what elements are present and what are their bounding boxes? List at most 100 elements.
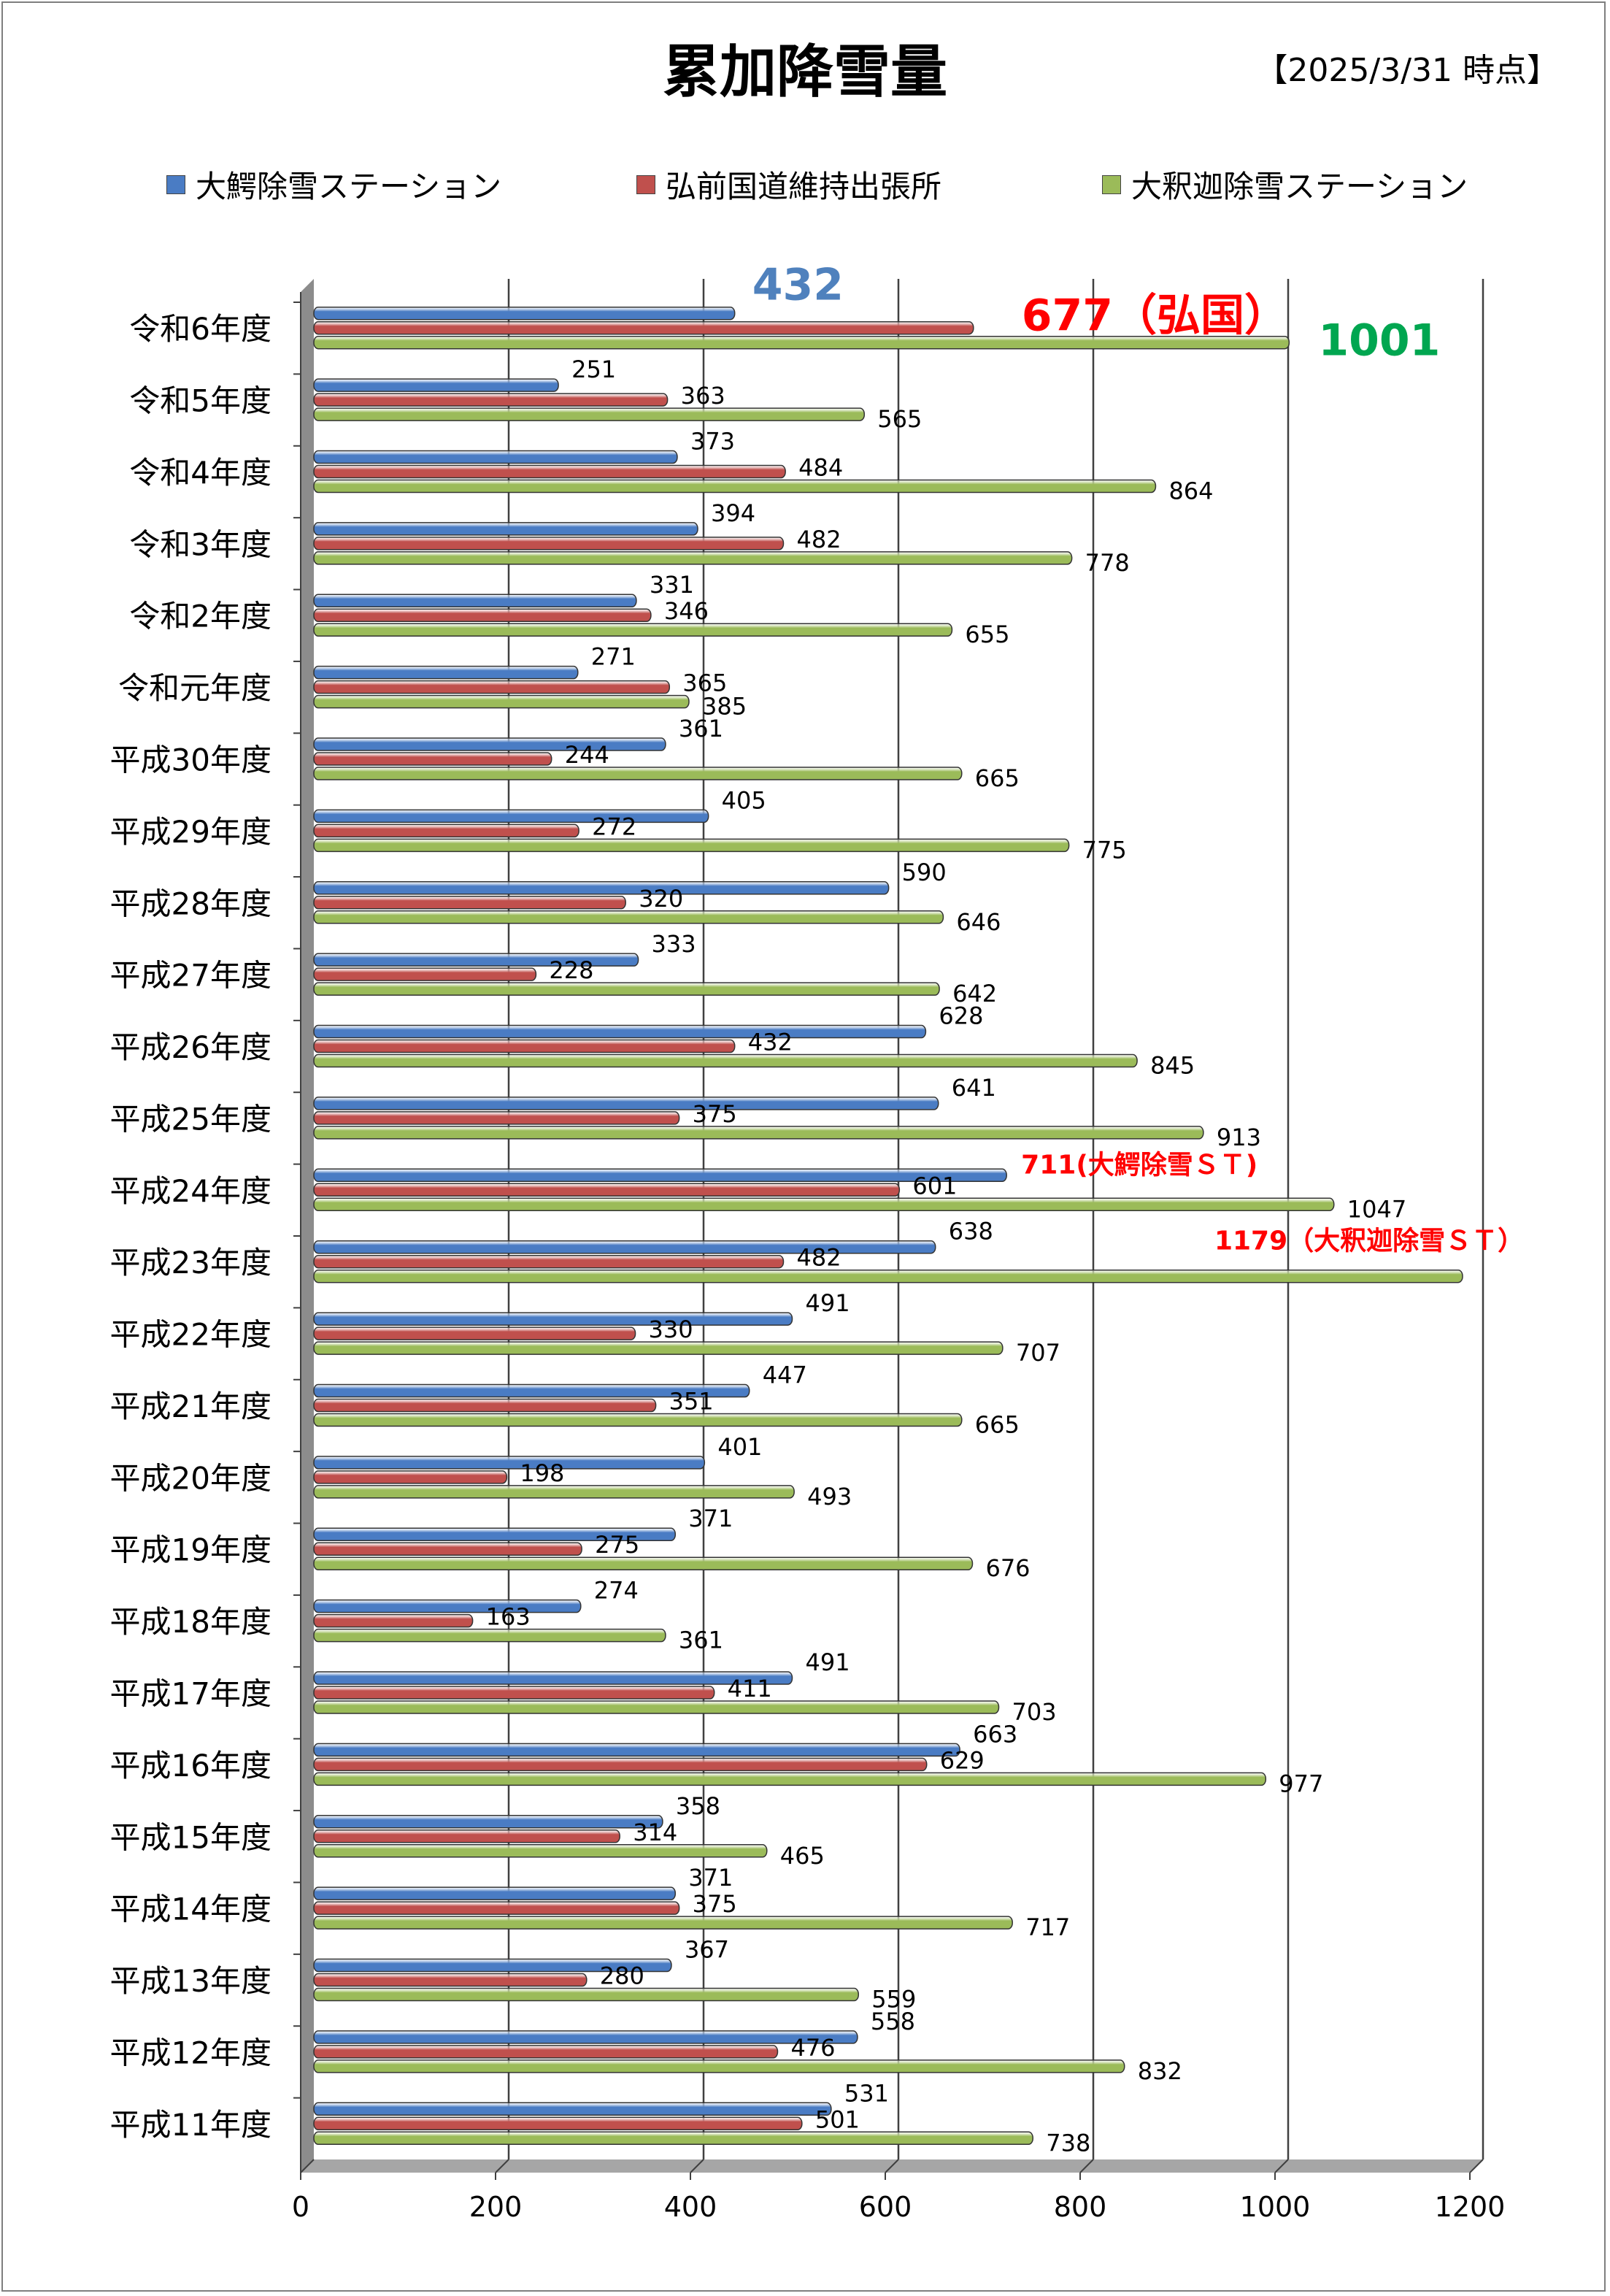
data-label: 351 [669, 1387, 714, 1415]
plot-side-wall [301, 279, 314, 2173]
bar-owani [313, 737, 666, 751]
bar-owani [313, 665, 579, 680]
data-label: 677（弘国） [1022, 291, 1288, 342]
bar-hirosaki [313, 393, 669, 407]
data-label: 590 [902, 859, 947, 886]
bar-owani [313, 1599, 582, 1613]
data-label: 320 [639, 885, 683, 913]
data-label: 531 [844, 2079, 889, 2107]
data-label: 646 [956, 908, 1001, 936]
data-label: 1179（大釈迦除雪ＳＴ） [1214, 1226, 1524, 1256]
bar-hirosaki [313, 2116, 803, 2131]
data-label: 778 [1085, 549, 1130, 577]
bar-owani [313, 522, 698, 536]
bar-daishaka [313, 982, 940, 996]
legend-swatch-daishaka [1102, 174, 1121, 194]
category-label: 平成15年度 [110, 1819, 271, 1855]
bar-daishaka [313, 1126, 1204, 1140]
data-label: 411 [728, 1675, 772, 1702]
bar-hirosaki [313, 752, 552, 766]
category-label: 平成22年度 [110, 1317, 271, 1353]
bar-daishaka [313, 2059, 1125, 2073]
data-label: 401 [717, 1433, 762, 1461]
bar-hirosaki [313, 1901, 680, 1915]
bar-daishaka [313, 910, 944, 924]
bar-owani [313, 1024, 927, 1039]
legend-item-owani: 大鰐除雪ステーション [166, 162, 501, 207]
bar-owani [313, 809, 709, 823]
bar-daishaka [313, 1700, 1000, 1714]
category-label: 平成23年度 [110, 1245, 271, 1281]
bar-daishaka [313, 551, 1073, 565]
category-label: 平成24年度 [110, 1173, 271, 1209]
x-tick-label: 0 [292, 2191, 309, 2223]
data-label: 665 [975, 1410, 1020, 1438]
x-tick-label: 800 [1054, 2191, 1107, 2223]
data-label: 371 [688, 1505, 733, 1532]
bar-hirosaki [313, 1829, 620, 1843]
category-label: 平成26年度 [110, 1029, 271, 1065]
legend-label-owani: 大鰐除雪ステーション [196, 169, 502, 204]
bar-daishaka [313, 1485, 795, 1499]
bar-daishaka [313, 694, 690, 709]
category-label: 令和4年度 [129, 455, 271, 491]
bar-hirosaki [313, 823, 579, 838]
bar-owani [313, 1097, 939, 1110]
data-label: 913 [1217, 1124, 1261, 1151]
legend-swatch-owani [166, 174, 185, 194]
bar-owani [313, 2030, 858, 2044]
bar-hirosaki [313, 1613, 474, 1628]
data-label: 365 [682, 669, 727, 697]
data-label: 375 [693, 1890, 737, 1918]
category-label: 令和5年度 [129, 383, 271, 419]
bar-hirosaki [313, 537, 785, 550]
bar-daishaka [313, 1987, 860, 2002]
category-label: 平成13年度 [110, 1963, 271, 1999]
bar-daishaka [313, 767, 963, 780]
bar-owani [313, 1168, 1007, 1183]
category-label: 令和元年度 [118, 670, 271, 706]
data-label: 432 [752, 260, 844, 311]
bar-owani [313, 1886, 677, 1900]
bar-owani [313, 1671, 793, 1685]
data-label: 711(大鰐除雪ＳＴ) [1021, 1150, 1257, 1180]
bar-hirosaki [313, 2045, 779, 2059]
bar-daishaka [313, 623, 953, 637]
gridline-floor [1469, 2159, 1484, 2173]
bar-owani [313, 1456, 706, 1470]
category-label: 平成20年度 [110, 1460, 271, 1496]
bar-daishaka [313, 335, 1290, 350]
category-label: 平成16年度 [110, 1748, 271, 1784]
category-label: 平成21年度 [110, 1389, 271, 1424]
bar-daishaka [313, 838, 1070, 853]
bar-daishaka [313, 1556, 974, 1570]
data-label: 491 [805, 1289, 850, 1317]
bar-daishaka [313, 479, 1157, 494]
bar-hirosaki [313, 464, 786, 479]
bar-hirosaki [313, 1757, 928, 1772]
data-label: 271 [591, 643, 636, 671]
category-label: 令和2年度 [129, 599, 271, 634]
category-label: 平成28年度 [110, 886, 271, 921]
as-of-date: 【2025/3/31 時点】 [1255, 52, 1559, 89]
data-label: 977 [1279, 1770, 1323, 1797]
gridline-floor [885, 2159, 899, 2173]
data-label: 775 [1082, 836, 1127, 864]
data-label: 1047 [1347, 1195, 1406, 1223]
data-label: 346 [664, 597, 709, 625]
data-label: 707 [1016, 1339, 1060, 1367]
bar-hirosaki [313, 1039, 736, 1053]
data-label: 228 [549, 956, 593, 984]
bar-hirosaki [313, 1326, 636, 1340]
bar-owani [313, 1240, 936, 1254]
bar-hirosaki [313, 1542, 582, 1556]
x-tick-label: 1000 [1240, 2191, 1311, 2223]
data-label: 703 [1012, 1698, 1057, 1726]
data-label: 314 [633, 1819, 677, 1846]
data-label: 493 [807, 1483, 852, 1510]
bar-hirosaki [313, 1973, 588, 1987]
data-label: 642 [952, 980, 997, 1007]
category-label: 令和3年度 [129, 526, 271, 562]
